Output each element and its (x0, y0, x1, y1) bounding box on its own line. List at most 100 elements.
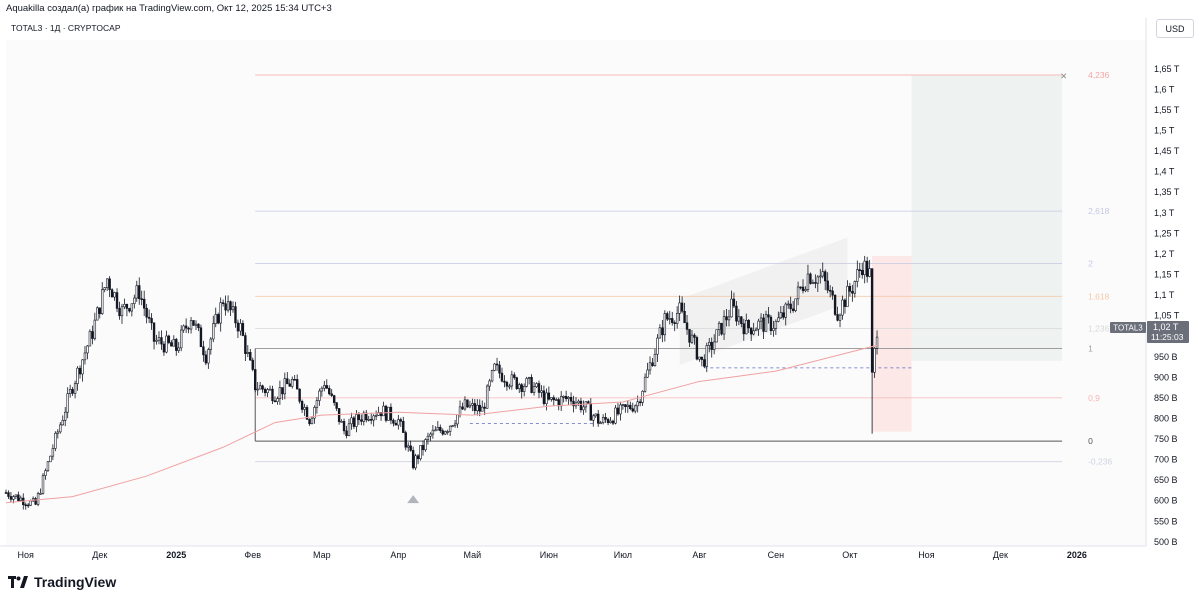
candle-down (167, 335, 171, 343)
candle-down (809, 273, 812, 284)
candle-up (444, 431, 447, 435)
candle-down (606, 419, 610, 423)
candle-up (453, 423, 457, 426)
candle-down (108, 278, 111, 291)
candle-down (328, 387, 331, 395)
candle-down (631, 408, 634, 412)
candle-up (347, 423, 351, 436)
candle-down (273, 400, 277, 403)
candle-down (735, 305, 738, 322)
candle-down (281, 387, 284, 395)
candle-down (138, 285, 141, 300)
candle-up (540, 390, 543, 393)
candle-up (431, 429, 435, 435)
price-tick-label: 1,15 T (1154, 269, 1180, 279)
candle-down (685, 322, 689, 330)
candle-up (656, 337, 659, 355)
candle-down (150, 318, 153, 324)
candle-up (653, 353, 657, 367)
candle-up (658, 327, 662, 339)
candle-up (88, 331, 92, 347)
candle-up (51, 448, 55, 457)
price-tick-label: 1,55 T (1154, 105, 1180, 115)
candle-up (522, 386, 526, 392)
candle-up (863, 260, 866, 276)
candle-up (41, 475, 45, 494)
candle-down (683, 310, 686, 324)
candle-down (552, 397, 555, 401)
ma-200-line (5, 344, 878, 504)
candle-up (794, 298, 797, 311)
candle-down (740, 316, 743, 325)
candle-down (325, 385, 328, 389)
time-tick-label: 2026 (1067, 550, 1087, 560)
candle-down (91, 331, 94, 339)
candle-down (249, 351, 252, 361)
candle-up (846, 285, 849, 307)
candle-up (614, 407, 617, 424)
fib-level-label: 2,618 (1088, 206, 1110, 216)
candle-down (4, 492, 8, 494)
candle-up (690, 334, 694, 343)
candle-down (710, 341, 713, 350)
tradingview-logo[interactable]: TradingView (8, 574, 116, 590)
candle-up (471, 403, 474, 406)
candle-up (668, 318, 671, 320)
candle-up (730, 298, 733, 318)
candle-down (720, 322, 723, 335)
candle-down (295, 379, 299, 390)
candle-up (634, 405, 637, 412)
candle-down (828, 289, 832, 292)
candle-up (787, 303, 790, 306)
candle-down (547, 392, 551, 400)
price-tick-label: 1,1 T (1154, 290, 1175, 300)
candle-down (221, 302, 225, 304)
last-price-label: TOTAL3 1,02 T11:25:03 (1110, 320, 1189, 343)
candle-down (192, 320, 195, 326)
candle-down (629, 404, 632, 410)
candle-down (742, 323, 745, 335)
candle-up (367, 419, 370, 421)
symbol-tag (1110, 321, 1146, 333)
candle-down (244, 335, 247, 354)
candle-down (360, 419, 363, 422)
price-tick-label: 1,05 T (1154, 311, 1180, 321)
candle-down (162, 343, 166, 353)
candle-down (851, 291, 854, 294)
candle-down (261, 385, 264, 390)
tradingview-logo-icon (8, 576, 28, 588)
time-tick-label: Фев (244, 550, 261, 560)
candle-up (806, 273, 810, 290)
candle-down (71, 389, 74, 394)
candle-up (68, 389, 72, 394)
symbol-info[interactable]: TOTAL3 · 1Д · CRYPTOCAP (11, 23, 121, 33)
candle-down (747, 319, 750, 329)
candle-down (115, 292, 119, 309)
candle-up (414, 455, 417, 469)
candle-up (698, 356, 701, 360)
candle-up (868, 268, 871, 277)
price-tick-label: 1,25 T (1154, 228, 1180, 238)
candle-up (207, 349, 210, 364)
candle-up (712, 341, 716, 350)
candle-down (782, 312, 785, 318)
time-tick-label: Май (464, 550, 482, 560)
price-tick-label: 1,4 T (1154, 167, 1175, 177)
candle-down (411, 450, 415, 469)
currency-button[interactable]: USD (1156, 19, 1194, 38)
price-tick-label: 1,3 T (1154, 208, 1175, 218)
candle-down (836, 314, 839, 321)
candle-up (488, 380, 491, 387)
time-tick-label: Дек (993, 550, 1008, 560)
candle-up (577, 400, 580, 404)
candle-down (24, 504, 27, 507)
candle-up (648, 362, 652, 371)
candle-up (258, 385, 262, 390)
candlestick-series (4, 255, 879, 510)
time-tick-label: Июл (614, 550, 632, 560)
candle-down (202, 346, 205, 356)
candle-down (251, 359, 254, 370)
candle-down (478, 404, 481, 412)
candle-down (495, 363, 499, 366)
